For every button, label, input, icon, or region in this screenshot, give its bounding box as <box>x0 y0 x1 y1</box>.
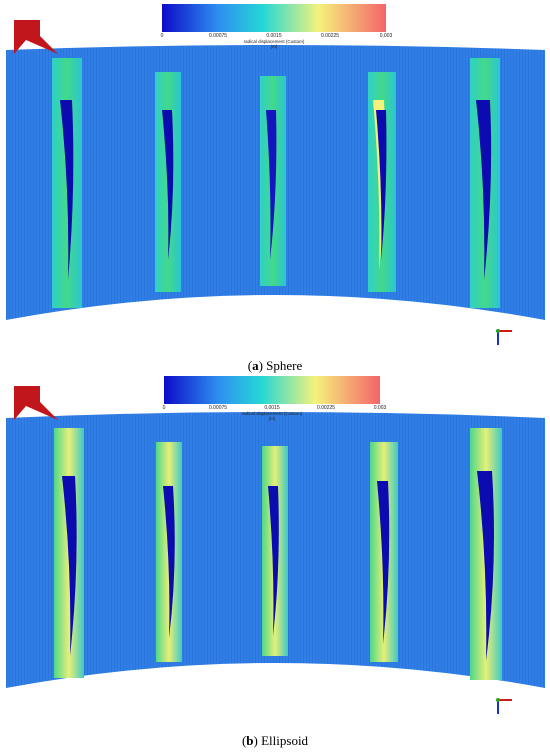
blade-2 <box>156 442 182 662</box>
colorbar-gradient <box>162 4 386 32</box>
logo-icon <box>14 20 58 54</box>
colorbar-unit: (m) <box>268 416 276 421</box>
blade-1 <box>54 428 84 678</box>
blade-4 <box>368 72 396 292</box>
colorbar-unit: (m) <box>270 44 278 49</box>
blade-1 <box>52 58 82 308</box>
colorbar-tick: 0.00075 <box>208 405 228 411</box>
axis-triad-icon <box>496 329 512 345</box>
logo-icon <box>14 386 58 420</box>
blade-3 <box>262 446 288 656</box>
caption-b: (b) Ellipsoid <box>241 733 309 748</box>
caption-letter: a <box>252 358 259 373</box>
caption-letter: b <box>246 733 254 748</box>
colorbar-tick: 0 <box>160 33 164 39</box>
sphere-displacement-render <box>6 45 545 320</box>
colorbar-ticks: 0 0.00075 0.0015 0.00225 0.003 <box>162 405 387 413</box>
colorbar-label: radical displacement (Custom) <box>241 411 303 416</box>
blade-4 <box>370 442 398 662</box>
ellipsoid-displacement-render <box>6 412 545 688</box>
colorbar-gradient <box>164 376 380 404</box>
blade-5 <box>470 58 500 308</box>
blade-5 <box>470 428 502 680</box>
colorbar-ticks: 0 0.00075 0.0015 0.00225 0.003 <box>160 33 393 41</box>
colorbar-tick: 0.00225 <box>316 405 336 411</box>
blade-3 <box>260 76 286 286</box>
panel-sphere: 0 0.00075 0.0015 0.00225 0.003 radical d… <box>0 0 550 376</box>
colorbar-label: radical displacement (Custom) <box>243 39 305 44</box>
colorbar-tick: 0.0015 <box>266 33 282 39</box>
caption-text: Sphere <box>266 358 303 373</box>
panel-ellipsoid: 0 0.00075 0.0015 0.00225 0.003 radical d… <box>0 376 550 753</box>
caption-a: (a) Sphere <box>247 358 303 373</box>
axis-triad-icon <box>496 698 512 714</box>
colorbar-tick: 0.003 <box>379 33 393 39</box>
colorbar-tick: 0.00075 <box>208 33 228 39</box>
colorbar-tick: 0.003 <box>373 405 387 411</box>
colorbar-tick: 0.00225 <box>320 33 340 39</box>
colorbar-tick: 0.0015 <box>264 405 280 411</box>
colorbar-tick: 0 <box>162 405 166 411</box>
blade-2 <box>155 72 181 292</box>
caption-text: Ellipsoid <box>261 733 309 748</box>
